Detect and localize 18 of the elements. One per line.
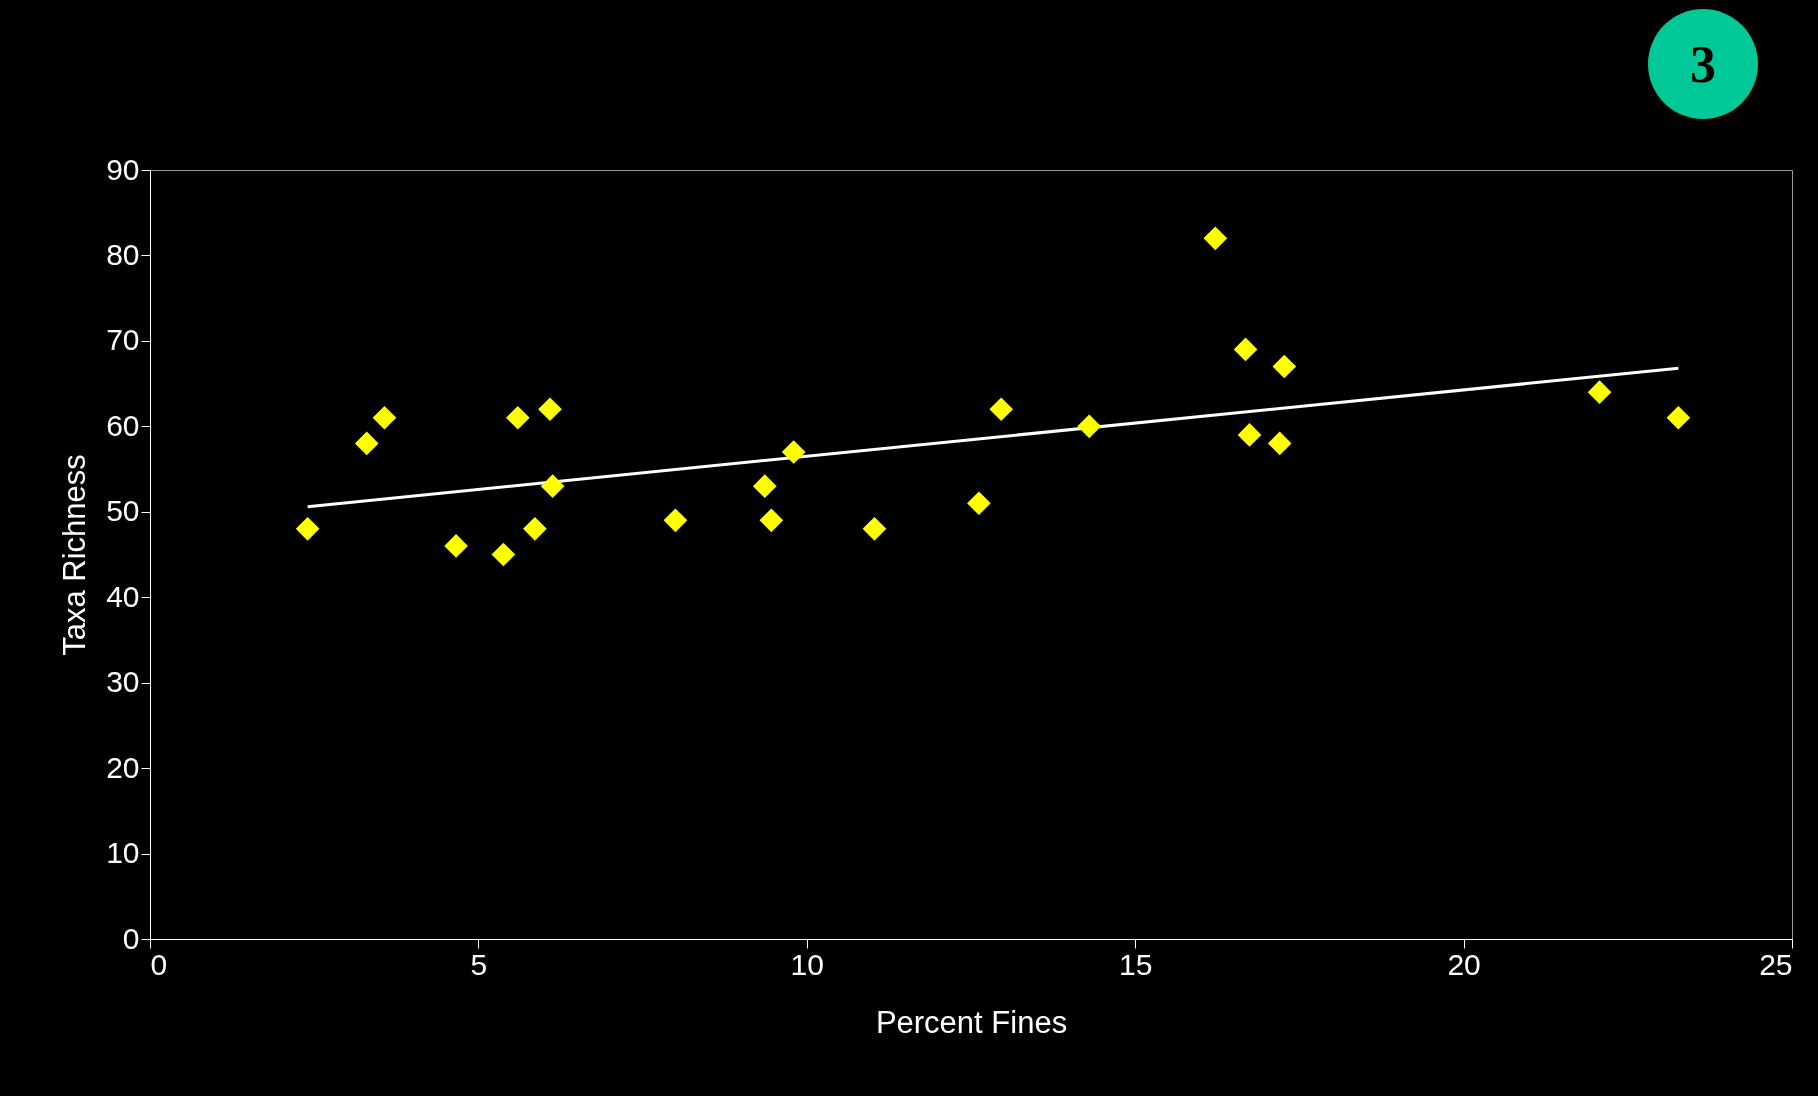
y-tick-label: 50 [106,494,140,528]
x-tick-label: 5 [470,947,488,981]
y-tick-label: 30 [106,665,140,699]
y-tick-label: 10 [106,836,140,870]
x-tick-label: 25 [1759,947,1793,981]
y-tick-label: 60 [106,408,140,442]
x-tick-label: 20 [1447,947,1481,981]
y-tick-label: 70 [106,323,140,357]
x-tick-label: 10 [790,947,824,981]
y-tick-label: 80 [106,237,140,271]
x-tick-label: 15 [1119,947,1153,981]
y-tick-label: 0 [122,921,140,955]
y-axis-title: Taxa Richness [57,454,93,656]
y-tick-label: 20 [106,750,140,784]
x-tick-label: 0 [150,947,168,981]
x-axis-title: Percent Fines [875,1004,1068,1040]
y-tick-label: 90 [106,152,140,186]
y-tick-label: 40 [106,579,140,613]
